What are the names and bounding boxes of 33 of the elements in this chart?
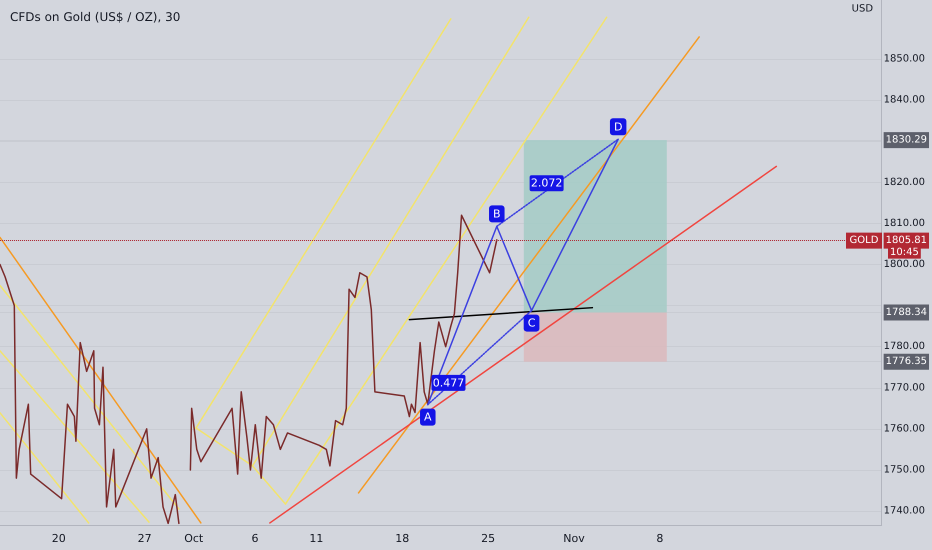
y-tick-label: 1788.34 [886,306,928,318]
x-tick-label: 20 [52,532,66,545]
annotation: 0.477 [432,376,464,390]
y-tick-label: 1776.35 [886,356,928,368]
x-tick-label: Nov [563,532,586,545]
x-tick-label: 27 [138,532,152,545]
y-tick-label: 1780.00 [884,341,926,352]
x-tick-label: 6 [252,532,259,545]
data-label: D [614,120,622,134]
y-tick-label: 1760.00 [884,423,926,434]
y-tick-label: 1830.29 [886,134,928,146]
y-tick-label: 1750.00 [884,464,926,476]
x-tick-label: 11 [309,532,324,545]
y-tick-label: 1800.00 [884,259,926,270]
annotation: 2.072 [530,176,562,190]
text: 10:45 [890,247,919,258]
y-tick-label: 1805.81 [886,235,928,246]
y-tick-label: 1840.00 [884,94,926,106]
text: CFDs on Gold (US$ / OZ), 30 [10,10,180,24]
data-label: B [493,207,501,220]
data-label: C [528,316,536,330]
y-tick-label: 1810.00 [884,218,926,229]
y-axis-title: USD [852,4,874,14]
x-tick-label: Oct [184,532,204,545]
y-tick-label: 1820.00 [884,176,926,188]
x-tick-label: 8 [656,532,664,545]
x-tick-label: 18 [395,532,410,545]
x-tick-label: 25 [481,532,496,545]
ref-line-label: GOLD [850,235,879,246]
y-tick-label: 1740.00 [884,506,926,517]
y-tick-label: 1770.00 [884,382,926,394]
y-tick-label: 1850.00 [884,54,926,65]
data-label: A [424,410,432,424]
